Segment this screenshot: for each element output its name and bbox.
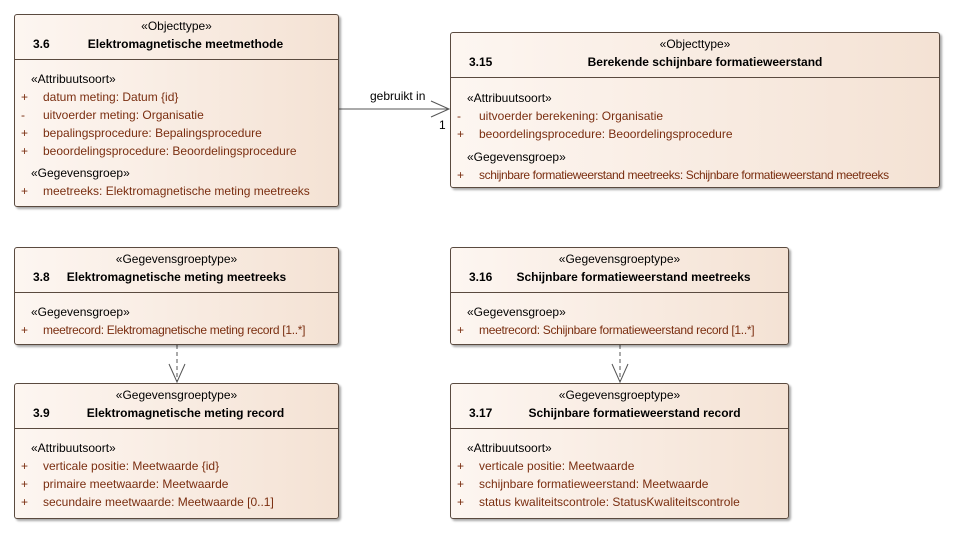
visibility: +	[21, 90, 29, 104]
attribute-text: schijnbare formatieweerstand meetreeks: …	[479, 168, 889, 182]
attribute-text: primaire meetwaarde: Meetwaarde	[43, 477, 229, 491]
class-number: 3.16	[469, 270, 493, 284]
attribute[interactable]: + meetreeks: Elektromagnetische meting me…	[21, 184, 336, 198]
attribute[interactable]: - uitvoerder meting: Organisatie	[21, 108, 336, 122]
association-line[interactable]	[339, 100, 451, 118]
class-title: Elektromagnetische meting record	[86, 406, 285, 420]
class-number: 3.8	[33, 270, 50, 284]
class-header: «Objecttype» 3.15 Berekende schijnbare f…	[451, 33, 939, 78]
class-header: «Gegevensgroeptype» 3.16 Schijnbare form…	[451, 248, 788, 293]
class-header: «Objecttype» 3.6 Elektromagnetische meet…	[15, 15, 338, 60]
attribute[interactable]: + meetrecord: Schijnbare formatieweerstan…	[457, 323, 786, 337]
visibility: +	[21, 184, 29, 198]
class-title: Berekende schijnbare formatieweerstand	[587, 55, 823, 69]
section-label: «Gegevensgroep»	[31, 166, 130, 180]
attribute[interactable]: + primaire meetwaarde: Meetwaarde	[21, 477, 336, 491]
stereotype: «Gegevensgroeptype»	[558, 252, 681, 266]
section-label: «Gegevensgroep»	[31, 305, 130, 319]
visibility: +	[457, 459, 465, 473]
visibility: +	[21, 495, 29, 509]
attribute[interactable]: + beoordelingsprocedure: Beoordelingsproc…	[457, 127, 937, 141]
attribute-text: meetreeks: Elektromagnetische meting mee…	[43, 184, 310, 198]
attribute-text: meetrecord: Elektromagnetische meting re…	[43, 323, 306, 337]
attribute[interactable]: + schijnbare formatieweerstand meetreeks:…	[457, 168, 937, 182]
class-3-17[interactable]: «Gegevensgroeptype» 3.17 Schijnbare form…	[450, 383, 789, 519]
class-number: 3.15	[469, 55, 493, 69]
visibility: +	[457, 495, 465, 509]
class-header: «Gegevensgroeptype» 3.9 Elektromagnetisc…	[15, 384, 338, 429]
dependency-arrow-right[interactable]	[611, 345, 629, 384]
class-number: 3.6	[33, 37, 50, 51]
class-3-6[interactable]: «Objecttype» 3.6 Elektromagnetische meet…	[14, 14, 339, 207]
class-title: Elektromagnetische meetmethode	[87, 37, 284, 51]
attribute-text: datum meting: Datum {id}	[43, 90, 179, 104]
attribute[interactable]: + verticale positie: Meetwaarde {id}	[21, 459, 336, 473]
attribute-text: beoordelingsprocedure: Beoordelingsproce…	[479, 127, 733, 141]
attribute[interactable]: + status kwaliteitscontrole: StatusKwalit…	[457, 495, 786, 509]
attribute[interactable]: + verticale positie: Meetwaarde	[457, 459, 786, 473]
section-label: «Gegevensgroep»	[467, 150, 566, 164]
attribute-text: status kwaliteitscontrole: StatusKwalite…	[479, 495, 740, 509]
attribute-text: beoordelingsprocedure: Beoordelingsproce…	[43, 144, 297, 158]
stereotype: «Objecttype»	[141, 19, 212, 33]
attribute-text: uitvoerder meting: Organisatie	[43, 108, 204, 122]
section-label: «Attribuutsoort»	[31, 72, 116, 86]
visibility: +	[457, 477, 465, 491]
attribute[interactable]: + secundaire meetwaarde: Meetwaarde [0..1…	[21, 495, 336, 509]
section-label: «Gegevensgroep»	[467, 305, 566, 319]
visibility: +	[457, 168, 464, 182]
section-label: «Attribuutsoort»	[467, 91, 552, 105]
visibility: +	[457, 127, 465, 141]
attribute-text: schijnbare formatieweerstand: Meetwaarde	[479, 477, 709, 491]
visibility: +	[21, 459, 29, 473]
class-title: Schijnbare formatieweerstand meetreeks	[516, 270, 751, 284]
class-title: Elektromagnetische meting meetreeks	[66, 270, 287, 284]
attribute-text: verticale positie: Meetwaarde	[479, 459, 635, 473]
visibility: +	[21, 144, 29, 158]
stereotype: «Objecttype»	[659, 37, 731, 51]
attribute[interactable]: - uitvoerder berekening: Organisatie	[457, 109, 937, 123]
class-header: «Gegevensgroeptype» 3.17 Schijnbare form…	[451, 384, 788, 429]
class-header: «Gegevensgroeptype» 3.8 Elektromagnetisc…	[15, 248, 338, 293]
visibility: +	[457, 323, 464, 337]
dependency-arrow-left[interactable]	[168, 345, 186, 384]
class-3-15[interactable]: «Objecttype» 3.15 Berekende schijnbare f…	[450, 32, 940, 188]
attribute[interactable]: + schijnbare formatieweerstand: Meetwaard…	[457, 477, 786, 491]
attribute-text: uitvoerder berekening: Organisatie	[479, 109, 664, 123]
stereotype: «Gegevensgroeptype»	[558, 388, 681, 402]
association-label: gebruikt in	[370, 89, 426, 103]
visibility: +	[21, 126, 29, 140]
visibility: -	[21, 108, 25, 122]
attribute-text: secundaire meetwaarde: Meetwaarde [0..1]	[43, 495, 274, 509]
class-title: Schijnbare formatieweerstand record	[528, 406, 741, 420]
attribute[interactable]: + bepalingsprocedure: Bepalingsprocedure	[21, 126, 336, 140]
class-number: 3.17	[469, 406, 493, 420]
association-multiplicity: 1	[439, 118, 446, 132]
class-3-9[interactable]: «Gegevensgroeptype» 3.9 Elektromagnetisc…	[14, 383, 339, 519]
attribute[interactable]: + meetrecord: Elektromagnetische meting r…	[21, 323, 336, 337]
class-3-8[interactable]: «Gegevensgroeptype» 3.8 Elektromagnetisc…	[14, 247, 339, 345]
visibility: +	[21, 323, 28, 337]
section-label: «Attribuutsoort»	[31, 441, 116, 455]
class-3-16[interactable]: «Gegevensgroeptype» 3.16 Schijnbare form…	[450, 247, 789, 345]
visibility: +	[21, 477, 29, 491]
stereotype: «Gegevensgroeptype»	[115, 252, 238, 266]
attribute-text: meetrecord: Schijnbare formatieweerstand…	[479, 323, 755, 337]
attribute[interactable]: + beoordelingsprocedure: Beoordelingsproc…	[21, 144, 336, 158]
section-label: «Attribuutsoort»	[467, 441, 552, 455]
class-number: 3.9	[33, 406, 50, 420]
attribute-text: bepalingsprocedure: Bepalingsprocedure	[43, 126, 262, 140]
attribute[interactable]: + datum meting: Datum {id}	[21, 90, 336, 104]
attribute-text: verticale positie: Meetwaarde {id}	[43, 459, 220, 473]
visibility: -	[457, 109, 461, 123]
stereotype: «Gegevensgroeptype»	[115, 388, 238, 402]
